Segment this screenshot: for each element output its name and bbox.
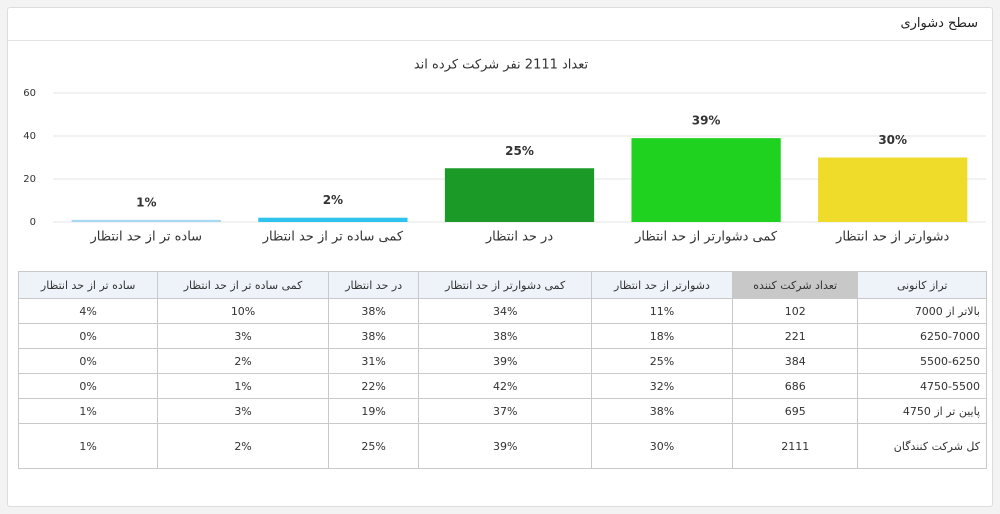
bar <box>444 168 595 222</box>
bar <box>258 217 408 222</box>
table-cell: 42% <box>418 373 592 399</box>
table-cell: 4% <box>17 298 159 324</box>
table-cell: 6250-7000 <box>857 323 987 349</box>
panel: سطح دشواری تعداد 2111 نفر شرکت کرده اند … <box>7 7 993 507</box>
column-header: ساده تر از حد انتظار <box>17 271 159 299</box>
table-cell: 2% <box>157 423 329 469</box>
data-label: 1% <box>136 195 156 209</box>
y-tick-label: 60 <box>23 88 36 99</box>
table-row: 4750-5500 686 32% 42% 22% 1% 0% <box>17 373 987 399</box>
y-tick-label: 40 <box>23 131 36 142</box>
bar <box>71 219 221 222</box>
table-cell: 22% <box>327 373 420 399</box>
table-cell: 4750-5500 <box>857 373 987 399</box>
column-header: تعداد شرکت کننده <box>731 271 859 299</box>
table-cell: 38% <box>418 323 592 349</box>
chart: تعداد 2111 نفر شرکت کرده اند 0 20 40 60 1% سا… <box>23 58 986 245</box>
data-label: 2% <box>323 193 343 207</box>
x-tick-label: کمی دشوارتر از حد انتظار <box>634 230 778 245</box>
table-cell: 2111 <box>731 423 859 469</box>
table-cell: 0% <box>17 348 159 374</box>
table-cell: 39% <box>418 423 592 469</box>
table-cell: پایین تر از 4750 <box>857 398 987 424</box>
table-cell: 0% <box>17 373 159 399</box>
table-cell: بالاتر از 7000 <box>857 298 987 324</box>
x-tick-label: دشوارتر از حد انتظار <box>835 230 949 245</box>
table-cell: 1% <box>17 398 159 424</box>
column-header: در حد انتظار <box>327 271 420 299</box>
y-tick-label: 20 <box>23 174 36 185</box>
table-cell: 3% <box>157 398 329 424</box>
table-cell: 38% <box>327 298 420 324</box>
table-cell: 34% <box>418 298 592 324</box>
table-cell: 1% <box>157 373 329 399</box>
bar <box>818 157 968 222</box>
bar <box>631 138 781 222</box>
table-cell: 0% <box>17 323 159 349</box>
table-cell: 25% <box>327 423 420 469</box>
table: تراز کانونی تعداد شرکت کننده دشوارتر از حد… <box>17 271 987 469</box>
table-cell: 3% <box>157 323 329 349</box>
x-tick-label: در حد انتظار <box>485 230 553 245</box>
column-header: کمی ساده تر از حد انتظار <box>157 271 329 299</box>
table-cell: 39% <box>418 348 592 374</box>
table-cell: 2% <box>157 348 329 374</box>
chart-title: تعداد 2111 نفر شرکت کرده اند <box>414 58 589 73</box>
table-cell: 695 <box>731 398 859 424</box>
table-cell: 32% <box>590 373 733 399</box>
table-cell: 19% <box>327 398 420 424</box>
column-header: دشوارتر از حد انتظار <box>590 271 733 299</box>
column-header: تراز کانونی <box>857 271 987 299</box>
table-cell: 11% <box>590 298 733 324</box>
y-tick-label: 0 <box>30 217 36 228</box>
table-cell: 25% <box>590 348 733 374</box>
table-cell: 18% <box>590 323 733 349</box>
table-cell: 5500-6250 <box>857 348 987 374</box>
table-cell: 686 <box>731 373 859 399</box>
x-tick-label: کمی ساده تر از حد انتظار <box>262 230 404 245</box>
table-cell: 30% <box>590 423 733 469</box>
data-label: 25% <box>505 144 534 158</box>
column-header: کمی دشوارتر از حد انتظار <box>418 271 592 299</box>
panel-title: سطح دشواری <box>8 8 992 41</box>
x-tick-label: ساده تر از حد انتظار <box>90 230 203 245</box>
table-cell: 10% <box>157 298 329 324</box>
table-cell: 37% <box>418 398 592 424</box>
table-cell: 102 <box>731 298 859 324</box>
table-cell: 38% <box>590 398 733 424</box>
table-row: 6250-7000 221 18% 38% 38% 3% 0% <box>17 323 987 349</box>
data-label: 30% <box>878 133 907 147</box>
table-cell: 38% <box>327 323 420 349</box>
table-row: کل شرکت کنندگان 2111 30% 39% 25% 2% 1% <box>17 423 987 469</box>
table-cell: 384 <box>731 348 859 374</box>
table-cell: 1% <box>17 423 159 469</box>
table-cell: 221 <box>731 323 859 349</box>
table-row: پایین تر از 4750 695 38% 37% 19% 3% 1% <box>17 398 987 424</box>
header-row: تراز کانونی تعداد شرکت کننده دشوارتر از حد… <box>17 271 987 299</box>
table-row: 5500-6250 384 25% 39% 31% 2% 0% <box>17 348 987 374</box>
table-cell: 31% <box>327 348 420 374</box>
table-cell: کل شرکت کنندگان <box>857 423 987 469</box>
data-label: 39% <box>692 114 721 128</box>
table-row: بالاتر از 7000 102 11% 34% 38% 10% 4% <box>17 298 987 324</box>
